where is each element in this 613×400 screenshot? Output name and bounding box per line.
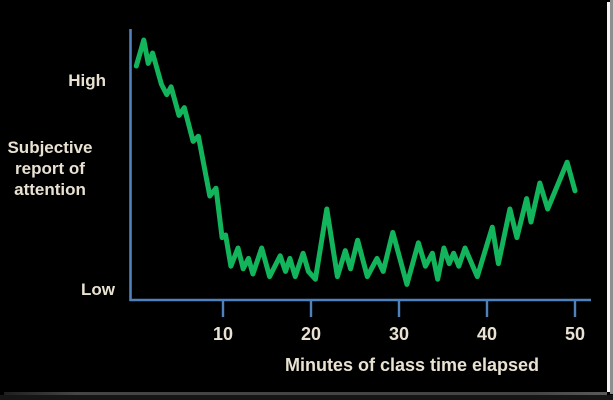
y-axis-title-line2: report of: [15, 159, 85, 178]
image-border-right-white: [607, 2, 610, 392]
x-tick-label: 30: [388, 324, 410, 344]
y-axis-title-line1: Subjective: [7, 138, 93, 157]
y-axis-label-low: Low: [81, 280, 115, 299]
x-tick-label: 10: [212, 324, 234, 344]
y-axis-title: Subjective report of attention: [0, 137, 100, 200]
x-tick-label: 20: [300, 324, 322, 344]
image-border-right-outer: [610, 0, 613, 394]
x-tick-label: 50: [564, 324, 586, 344]
image-border-bottom-dark: [0, 395, 613, 400]
image-border-bottom-shadow: [4, 392, 607, 395]
attention-line: [133, 37, 578, 287]
y-axis-label-high: High: [68, 71, 106, 90]
y-axis-title-line3: attention: [14, 180, 86, 199]
x-tick-label: 40: [476, 324, 498, 344]
x-tick-group: [221, 299, 577, 317]
x-axis-title: Minutes of class time elapsed: [284, 355, 540, 375]
